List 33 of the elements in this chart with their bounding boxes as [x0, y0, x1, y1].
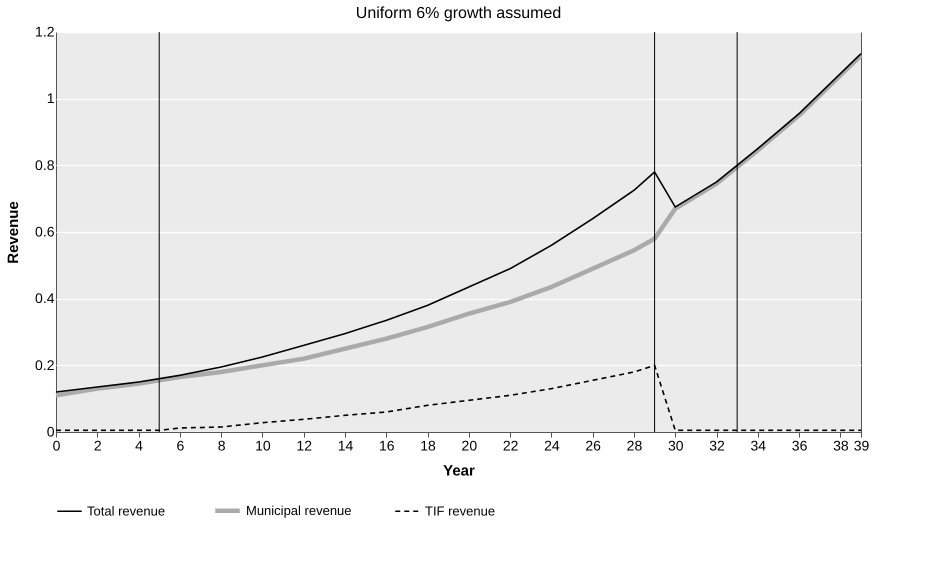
x-tick-label: 24 — [544, 438, 560, 454]
x-tick-label: 30 — [668, 438, 684, 454]
x-tick-label: 39 — [854, 438, 870, 454]
x-tick-label: 34 — [750, 438, 766, 454]
x-tick-label: 26 — [585, 438, 602, 454]
y-tick-label: 0.4 — [35, 290, 55, 306]
y-tick-label: 0.6 — [35, 224, 55, 240]
x-tick-label: 22 — [502, 438, 519, 454]
chart-title: Uniform 6% growth assumed — [356, 5, 562, 22]
x-tick-label: 10 — [255, 438, 271, 454]
x-tick-label: 8 — [218, 438, 226, 454]
x-tick-label: 14 — [338, 438, 354, 454]
x-tick-label: 4 — [135, 438, 144, 454]
y-tick-label: 1 — [46, 90, 55, 106]
x-tick-label: 18 — [420, 438, 436, 454]
x-tick-label: 36 — [792, 438, 808, 454]
x-tick-label: 38 — [833, 438, 849, 454]
legend-label: TIF revenue — [425, 503, 496, 518]
y-tick-label: 0 — [46, 424, 55, 440]
x-tick-label: 28 — [626, 438, 642, 454]
x-tick-label: 6 — [176, 438, 184, 454]
x-axis-title: Year — [443, 462, 476, 480]
y-tick-label: 0.2 — [35, 356, 55, 373]
legend-label: Municipal revenue — [246, 502, 352, 518]
x-tick-label: 2 — [94, 438, 102, 454]
x-tick-label: 16 — [378, 438, 395, 454]
y-tick-label: 0.8 — [35, 156, 55, 173]
y-axis-title: Revenue — [5, 201, 22, 264]
x-tick-label: 32 — [709, 438, 726, 454]
x-tick-label: 20 — [462, 438, 478, 454]
x-tick-label: 12 — [296, 438, 312, 454]
y-tick-label: 1.2 — [35, 24, 55, 40]
legend-label: Total revenue — [87, 503, 166, 518]
